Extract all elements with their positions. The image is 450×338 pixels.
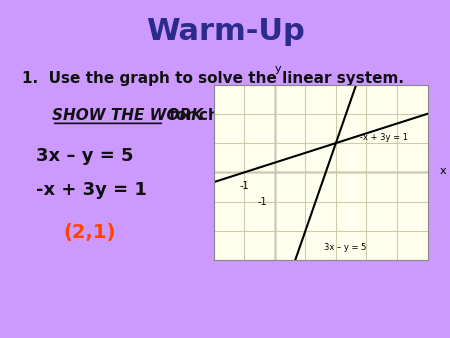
- Text: x: x: [440, 166, 446, 176]
- Text: -1: -1: [257, 197, 267, 207]
- Text: -x + 3y = 1: -x + 3y = 1: [360, 132, 408, 142]
- Text: 1.  Use the graph to solve the linear system.: 1. Use the graph to solve the linear sys…: [22, 71, 405, 86]
- Text: 3x – y = 5: 3x – y = 5: [36, 147, 134, 165]
- Text: -1: -1: [239, 181, 249, 191]
- Text: -x + 3y = 1: -x + 3y = 1: [36, 181, 147, 199]
- Text: 3x – y = 5: 3x – y = 5: [324, 243, 366, 252]
- Text: (2,1): (2,1): [63, 223, 115, 242]
- Text: y: y: [274, 64, 281, 74]
- Text: for checking your solution.: for checking your solution.: [164, 108, 400, 123]
- Text: Warm-Up: Warm-Up: [146, 17, 304, 46]
- Text: SHOW THE WORK: SHOW THE WORK: [52, 108, 203, 123]
